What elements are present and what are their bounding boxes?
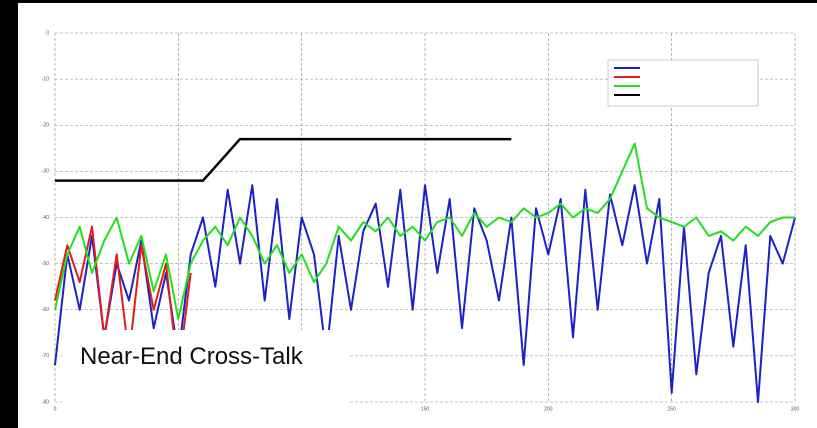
y-tick-label: -30	[42, 169, 49, 175]
y-tick-label: -50	[42, 261, 49, 267]
series-line	[54, 142, 795, 320]
x-tick-label: 200	[544, 406, 553, 412]
x-tick-label: 150	[421, 406, 430, 412]
y-tick-label: -60	[42, 307, 49, 313]
y-tick-label: -70	[42, 353, 49, 359]
x-tick-label: 300	[791, 406, 800, 412]
y-tick-label: -20	[42, 123, 49, 129]
series-line	[55, 137, 512, 182]
series-line	[54, 225, 192, 376]
y-tick-label: -80	[42, 399, 49, 405]
caption: Near-End Cross-Talk	[62, 330, 350, 428]
x-tick-label: 250	[667, 406, 676, 412]
y-tick-label: 0	[46, 30, 49, 36]
legend-box	[607, 59, 759, 107]
y-tick-label: -10	[42, 76, 49, 82]
y-tick-label: -40	[42, 215, 49, 221]
legend	[607, 59, 759, 107]
x-tick-label: 0	[54, 406, 57, 412]
